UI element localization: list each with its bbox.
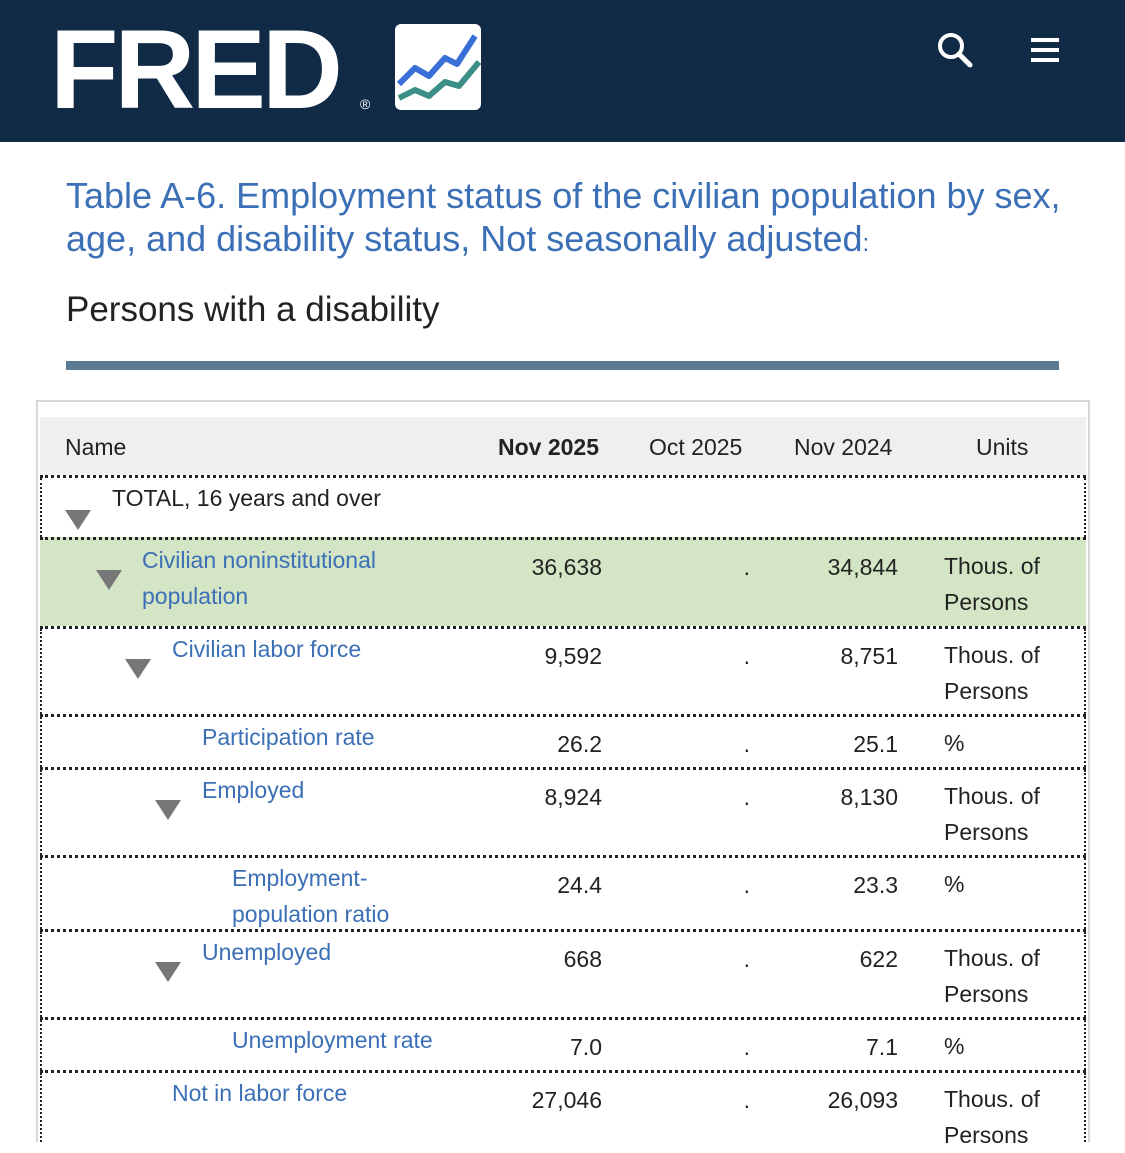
value-oct-2025: . <box>743 1034 750 1060</box>
value-nov-2024: 8,751 <box>840 643 898 669</box>
col-header-nov-2024[interactable]: Nov 2024 <box>794 434 893 460</box>
units: % <box>944 1033 965 1059</box>
table-row: Participation rate 26.2 . 25.1 % <box>40 714 1086 767</box>
value-nov-2024: 7.1 <box>866 1034 898 1060</box>
value-nov-2024: 23.3 <box>853 872 898 898</box>
chart-logo-icon[interactable] <box>395 24 482 110</box>
registered-mark: ® <box>360 96 371 112</box>
value-nov-2025: 668 <box>563 946 602 972</box>
col-header-name[interactable]: Name <box>65 434 127 460</box>
page-title-text[interactable]: Table A-6. Employment status of the civi… <box>66 175 1061 259</box>
table-row: Employment-population ratio 24.4 . 23.3 … <box>40 855 1086 929</box>
row-label-link[interactable]: Participation rate <box>202 724 375 750</box>
row-label-link[interactable]: Unemployment rate <box>232 1027 433 1053</box>
collapse-triangle-icon[interactable] <box>155 800 181 820</box>
units: Thous. of Persons <box>944 642 1040 704</box>
table-row: Civilian noninstitutional population 36,6… <box>40 537 1086 626</box>
col-header-units[interactable]: Units <box>976 434 1029 460</box>
value-oct-2025: . <box>743 554 750 580</box>
collapse-triangle-icon[interactable] <box>96 570 122 590</box>
collapse-triangle-icon[interactable] <box>155 962 181 982</box>
value-oct-2025: . <box>743 731 750 757</box>
value-nov-2024: 8,130 <box>840 784 898 810</box>
units: Thous. of Persons <box>944 553 1040 615</box>
page-subtitle: Persons with a disability <box>66 290 440 329</box>
units: Thous. of Persons <box>944 945 1040 1007</box>
value-oct-2025: . <box>743 946 750 972</box>
row-label-link[interactable]: Employment-population ratio <box>232 865 390 927</box>
table-row: Civilian labor force 9,592 . 8,751 Thous… <box>40 626 1086 714</box>
top-header: FRED ® <box>0 0 1125 142</box>
row-label-link[interactable]: Employed <box>202 777 305 803</box>
value-nov-2024: 34,844 <box>827 554 898 580</box>
value-oct-2025: . <box>743 872 750 898</box>
search-icon[interactable] <box>935 30 975 70</box>
hamburger-menu-icon[interactable] <box>1025 30 1065 70</box>
fred-logo[interactable]: FRED <box>50 7 343 132</box>
table-row: Not in labor force 27,046 . 26,093 Thous… <box>40 1070 1086 1148</box>
value-oct-2025: . <box>743 784 750 810</box>
table-row: Unemployed 668 . 622 Thous. of Persons <box>40 929 1086 1017</box>
collapse-triangle-icon[interactable] <box>65 510 91 530</box>
value-oct-2025: . <box>743 643 750 669</box>
collapse-triangle-icon[interactable] <box>125 659 151 679</box>
table-row: TOTAL, 16 years and over <box>40 475 1086 537</box>
value-nov-2024: 25.1 <box>853 731 898 757</box>
data-table: Name Nov 2025 Oct 2025 Nov 2024 Units TO… <box>36 400 1090 1148</box>
row-label: TOTAL, 16 years and over <box>112 485 381 511</box>
value-nov-2025: 27,046 <box>531 1087 602 1113</box>
units: % <box>944 730 965 756</box>
title-divider <box>66 361 1059 370</box>
table-row: Employed 8,924 . 8,130 Thous. of Persons <box>40 767 1086 855</box>
title-colon: : <box>862 230 870 257</box>
table-header: Name Nov 2025 Oct 2025 Nov 2024 Units <box>40 417 1086 475</box>
row-label-link[interactable]: Not in labor force <box>172 1080 348 1106</box>
value-nov-2025: 24.4 <box>557 872 602 898</box>
row-label-link[interactable]: Civilian noninstitutional population <box>142 547 376 609</box>
row-label-link[interactable]: Unemployed <box>202 939 332 965</box>
row-label-link[interactable]: Civilian labor force <box>172 636 362 662</box>
value-nov-2025: 36,638 <box>531 554 602 580</box>
value-nov-2024: 26,093 <box>827 1087 898 1113</box>
value-nov-2025: 8,924 <box>544 784 602 810</box>
col-header-oct-2025[interactable]: Oct 2025 <box>649 434 743 460</box>
units: Thous. of Persons <box>944 783 1040 845</box>
value-oct-2025: . <box>743 1087 750 1113</box>
value-nov-2025: 26.2 <box>557 731 602 757</box>
units: Thous. of Persons <box>944 1086 1040 1148</box>
col-header-nov-2025[interactable]: Nov 2025 <box>498 434 600 460</box>
value-nov-2025: 9,592 <box>544 643 602 669</box>
table-row: Unemployment rate 7.0 . 7.1 % <box>40 1017 1086 1070</box>
units: % <box>944 871 965 897</box>
page-title: Table A-6. Employment status of the civi… <box>66 174 1066 265</box>
value-nov-2024: 622 <box>859 946 898 972</box>
value-nov-2025: 7.0 <box>570 1034 602 1060</box>
